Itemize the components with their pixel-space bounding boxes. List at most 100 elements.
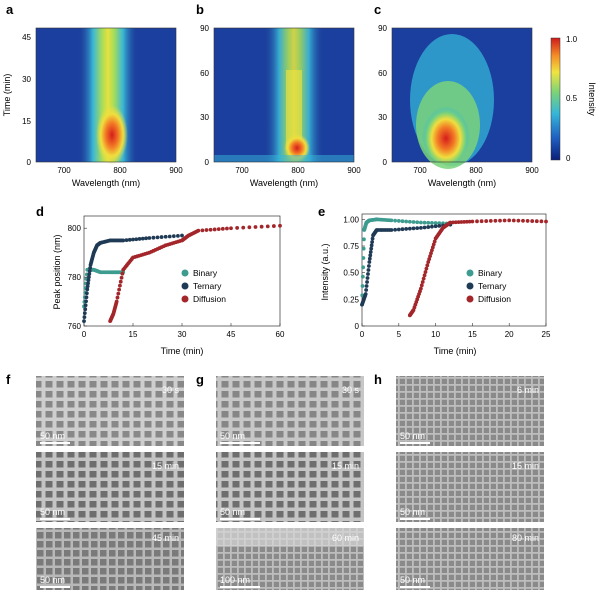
tem-f-2-time: 45 min xyxy=(152,533,179,543)
xtick-a-2: 900 xyxy=(169,166,183,175)
plot-e-binary-point xyxy=(396,219,401,223)
plot-e-diffusion-point xyxy=(448,220,453,225)
plot-d-diffusion-point xyxy=(208,227,213,232)
plot-e-diffusion-point xyxy=(421,276,426,281)
colorbar xyxy=(550,37,561,161)
plot-e-diffusion-point xyxy=(425,263,430,268)
heatmap-b xyxy=(213,27,355,163)
plot-e-diffusion-point xyxy=(525,219,530,223)
plot-e-ternary-point xyxy=(365,280,369,284)
plot-d-diffusion-point xyxy=(118,283,122,288)
panel-label-h: h xyxy=(374,372,382,387)
plot-e-ternary-point xyxy=(422,225,427,230)
ytick-a-0: 0 xyxy=(27,158,32,167)
plot-e-binary-point xyxy=(422,220,427,225)
plot-d-ternary-point xyxy=(84,291,89,296)
ytick-a-1: 15 xyxy=(22,117,31,126)
plot-e-binary-point xyxy=(360,284,365,288)
xtick-c-2: 900 xyxy=(525,166,539,175)
plot-e-ternary-point xyxy=(430,224,434,229)
colorbar-tick-min: 0 xyxy=(566,154,571,163)
plot-d-ternary-point xyxy=(159,235,164,239)
plot-d-ternary-point xyxy=(167,234,172,239)
plot-d-diffusion-point xyxy=(118,279,123,284)
ticks-e-ytick-label: 1.00 xyxy=(343,215,359,224)
plot-d-ternary-point xyxy=(180,233,184,238)
plot-e-binary-point xyxy=(404,219,409,224)
colorbar-tick-max: 1.0 xyxy=(566,35,578,44)
plot-e-ternary-point xyxy=(367,264,371,268)
plot-d-ternary-point xyxy=(171,234,176,239)
ticks-e: 0 0.25 0.50 0.75 1.00 0 5 10 15 20 25 xyxy=(343,215,551,339)
ytick-c-1: 30 xyxy=(378,113,387,122)
ytick-b-2: 60 xyxy=(200,69,209,78)
plot-e-diffusion-point xyxy=(493,218,498,223)
ticks-d-xtick-label: 60 xyxy=(276,330,285,339)
plot-e-diffusion-point xyxy=(498,218,502,223)
plot-d-diffusion-point xyxy=(115,295,120,300)
ticks-d-xtick-label: 0 xyxy=(82,330,87,339)
plot-d-ternary-point xyxy=(82,311,87,316)
tem-g-1-time: 15 min xyxy=(332,461,359,471)
tem-g-2-scale: 100 nm xyxy=(220,575,250,585)
plot-d-diffusion-point xyxy=(216,227,221,232)
colorbar-tick-mid: 0.5 xyxy=(566,94,578,103)
plot-e-binary-point xyxy=(415,220,420,225)
tem-h-1 xyxy=(396,452,544,522)
plot-e-binary-point xyxy=(389,218,394,223)
xtick-b-2: 900 xyxy=(347,166,361,175)
plot-e-ternary-point xyxy=(366,268,371,272)
plot-e-binary-point xyxy=(407,219,412,224)
plot-e-binary-point xyxy=(411,220,416,224)
tem-g-2 xyxy=(216,528,364,590)
plot-e-ternary-point xyxy=(415,226,420,231)
ticks-d-ytick-label: 760 xyxy=(68,322,82,331)
plot-e-ternary-point xyxy=(368,253,373,258)
plot-d-ternary-point xyxy=(163,234,168,239)
plot-d-diffusion-point xyxy=(200,228,205,233)
plot-e-binary-point xyxy=(361,246,366,251)
legend-e-ternary: Ternary xyxy=(478,281,507,291)
scalebars xyxy=(40,442,430,588)
plot-e-ternary-point xyxy=(363,292,368,296)
tem-h-1-scale: 50 nm xyxy=(400,507,425,517)
plot-d-ternary-point xyxy=(121,238,126,243)
plot-d-ternary-point xyxy=(87,269,92,273)
ticks-d-xtick-label: 15 xyxy=(129,330,138,339)
plot-e-diffusion-point xyxy=(534,219,539,224)
ytick-c-2: 60 xyxy=(378,69,387,78)
plot-e-ternary-point xyxy=(418,225,423,230)
ticks-e-ytick-label: 0 xyxy=(355,322,360,331)
tem-f-1 xyxy=(36,452,184,522)
plot-e-diffusion-point xyxy=(462,219,467,224)
legend-e: Binary Ternary Diffusion xyxy=(466,268,511,304)
xtick-b-0: 700 xyxy=(235,166,249,175)
xtick-c-0: 700 xyxy=(413,166,427,175)
tem-f-1-scale: 50 nm xyxy=(40,507,65,517)
ticks-e-xtick-label: 25 xyxy=(542,330,551,339)
plot-e-ternary-point xyxy=(389,228,394,232)
plot-e-diffusion-point xyxy=(467,219,472,224)
plot-d-ternary-point xyxy=(176,233,180,238)
plot-e-binary-point xyxy=(393,218,398,223)
plot-e-binary-point xyxy=(400,219,405,224)
ticks-d-xtick-label: 45 xyxy=(227,330,236,339)
plot-e-diffusion-point xyxy=(479,219,484,224)
plot-e-diffusion-point xyxy=(456,220,461,225)
plot-e-binary-point xyxy=(430,221,434,225)
xtick-c-1: 800 xyxy=(469,166,483,175)
plot-d-ternary-point xyxy=(82,319,86,324)
plot-e-ternary-point xyxy=(367,256,372,261)
plot-e-diffusion-point xyxy=(422,273,427,278)
plot-d-diffusion-point xyxy=(225,226,229,231)
plot-e-binary-point xyxy=(418,220,423,225)
plot-e-ternary-point xyxy=(369,246,374,251)
plot-e-ternary-point xyxy=(426,225,431,229)
plot-e-ternary-point xyxy=(366,272,370,276)
panel-label-a: a xyxy=(6,2,14,17)
plot-e-diffusion-point xyxy=(464,219,469,224)
ticks-e-xtick-label: 10 xyxy=(431,330,440,339)
ylabel-a: Time (min) xyxy=(2,74,12,117)
plot-d-ternary-point xyxy=(82,315,87,320)
